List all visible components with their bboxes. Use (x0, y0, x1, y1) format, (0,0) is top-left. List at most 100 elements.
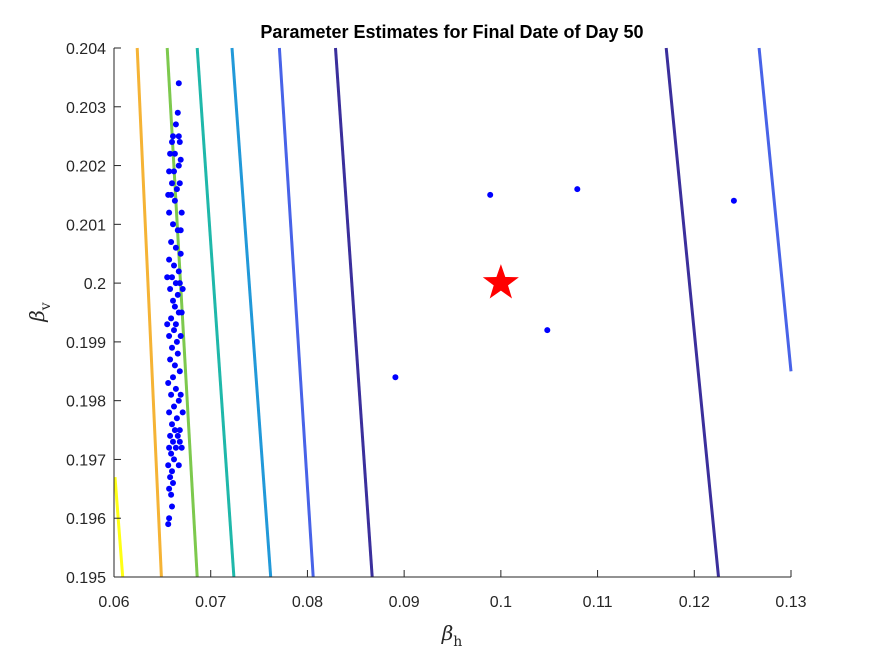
y-tick-label: 0.2 (84, 276, 106, 293)
y-tick-label: 0.201 (66, 217, 106, 234)
y-tick-label: 0.197 (66, 452, 106, 469)
y-tick-label: 0.195 (66, 570, 106, 587)
data-point (170, 133, 176, 140)
data-point (169, 503, 175, 510)
estimate-points (164, 80, 737, 528)
data-point (179, 286, 186, 292)
data-point (173, 186, 180, 193)
contour-line-6 (277, 47, 315, 578)
data-point (171, 303, 178, 310)
x-tick-label: 0.07 (195, 594, 226, 611)
y-tick-label: 0.196 (66, 511, 106, 528)
data-point (574, 186, 581, 193)
data-point (170, 438, 176, 445)
data-point (177, 391, 184, 398)
data-point (173, 338, 180, 345)
data-point (544, 327, 551, 334)
data-point (166, 515, 173, 522)
y-ticks: 0.195 0.196 0.197 0.198 0.199 0.2 0.201 0.202 0.… (66, 41, 121, 587)
data-point (169, 421, 175, 428)
x-tick-label: 0.1 (490, 594, 512, 611)
x-tick-label: 0.11 (583, 594, 613, 611)
true-value-star (482, 264, 519, 299)
data-point (167, 356, 174, 363)
data-point (166, 256, 173, 263)
data-point (175, 133, 182, 140)
y-axis-label-sub: v (38, 302, 54, 311)
data-point (169, 344, 175, 351)
data-point (176, 368, 183, 375)
data-point (175, 397, 182, 404)
data-point (167, 474, 174, 481)
x-tick-label: 0.09 (389, 594, 420, 611)
data-point (171, 168, 177, 175)
data-point (172, 385, 179, 392)
data-point (165, 191, 172, 198)
data-point (175, 162, 182, 169)
data-point (171, 403, 177, 410)
data-point (169, 468, 175, 475)
data-point (168, 315, 175, 322)
data-point (166, 409, 173, 416)
data-point (174, 291, 181, 298)
data-point (169, 139, 175, 145)
x-ticks: 0.06 0.07 0.08 0.09 0.1 0.11 0.12 0.13 (98, 570, 807, 611)
x-tick-label: 0.13 (775, 594, 806, 611)
data-point (167, 432, 174, 439)
data-point (173, 415, 180, 422)
x-tick-label: 0.06 (98, 594, 129, 611)
data-point (174, 109, 181, 116)
data-point (178, 209, 185, 216)
y-tick-label: 0.198 (66, 394, 106, 411)
y-tick-label: 0.202 (66, 159, 106, 176)
x-tick-label: 0.08 (292, 594, 323, 611)
contour-line-8 (664, 47, 720, 578)
data-point (170, 221, 176, 228)
data-point (174, 350, 181, 357)
data-point (166, 485, 173, 492)
data-point (176, 427, 183, 434)
true-value-marker-group (482, 264, 519, 299)
data-point (166, 209, 173, 216)
data-point (172, 444, 179, 451)
data-point (176, 180, 183, 187)
data-point (167, 150, 174, 157)
data-point (392, 374, 399, 381)
data-point (168, 491, 175, 498)
x-axis-label: βh (441, 621, 463, 650)
data-point (177, 333, 184, 339)
data-point (175, 80, 182, 87)
x-axis-label-sub: h (453, 634, 462, 650)
contour-line-9 (757, 47, 793, 372)
y-tick-label: 0.204 (66, 41, 106, 58)
data-point (170, 480, 176, 486)
data-point (178, 444, 185, 451)
data-point (165, 380, 172, 386)
data-point (171, 362, 178, 369)
data-point (168, 450, 175, 457)
contour-line-7 (334, 47, 374, 578)
data-point (168, 391, 175, 398)
y-tick-label: 0.199 (66, 335, 106, 352)
data-point (172, 121, 179, 128)
contour-line-5 (230, 47, 273, 578)
data-point (172, 244, 179, 251)
data-point (172, 321, 179, 328)
data-point (177, 227, 184, 234)
data-point (164, 321, 171, 328)
data-point (171, 456, 177, 463)
data-point (171, 427, 178, 434)
y-tick-label: 0.203 (66, 100, 106, 117)
data-point (176, 139, 183, 145)
data-point (167, 286, 174, 292)
data-point (177, 156, 184, 163)
data-point (176, 438, 183, 445)
data-point (166, 444, 173, 451)
data-point (165, 462, 172, 469)
data-point (166, 168, 173, 175)
data-point (175, 462, 182, 469)
data-point (166, 333, 173, 339)
chart-title: Parameter Estimates for Final Date of Da… (260, 22, 643, 42)
data-point (170, 374, 176, 381)
